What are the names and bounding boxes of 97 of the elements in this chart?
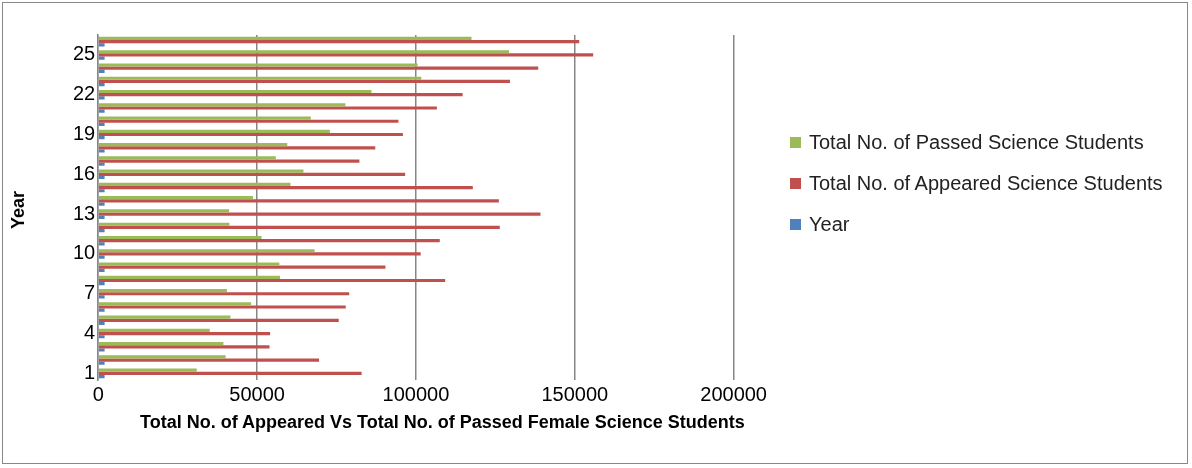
- bar: [99, 146, 376, 150]
- bar: [99, 169, 304, 173]
- bar: [99, 116, 311, 120]
- bar: [99, 69, 105, 73]
- bar: [99, 119, 399, 123]
- bar: [99, 162, 105, 166]
- bar: [99, 328, 210, 332]
- bar: [99, 355, 226, 359]
- bar: [99, 186, 473, 190]
- bar: [99, 371, 362, 375]
- bar: [99, 172, 406, 176]
- legend-label: Total No. of Passed Science Students: [809, 130, 1144, 155]
- bar: [99, 175, 105, 180]
- bar: [99, 275, 280, 279]
- bar: [99, 295, 105, 299]
- y-tick-label: 1: [84, 360, 96, 383]
- bar: [99, 239, 440, 243]
- x-tick-label: 150000: [541, 382, 609, 405]
- bar: [99, 76, 422, 80]
- bar: [99, 109, 105, 113]
- bar: [99, 265, 386, 269]
- bar: [99, 56, 105, 60]
- bar: [99, 252, 421, 256]
- bar: [99, 249, 315, 253]
- y-tick-label: 16: [73, 161, 96, 184]
- bar: [99, 345, 270, 349]
- bar: [99, 106, 437, 110]
- bar: [99, 149, 105, 153]
- y-tick-label: 4: [84, 321, 96, 344]
- bar: [99, 43, 105, 47]
- bar: [99, 83, 105, 87]
- bar: [99, 136, 105, 140]
- x-tick-label: 0: [92, 382, 104, 405]
- bar: [99, 321, 105, 326]
- bar: [99, 96, 105, 100]
- bar: [99, 196, 253, 200]
- y-tick-label: 19: [73, 122, 96, 145]
- x-tick-label: 200000: [700, 382, 768, 405]
- bar: [99, 103, 346, 107]
- bar: [99, 122, 105, 127]
- bar: [99, 199, 499, 203]
- bar: [99, 305, 346, 309]
- bar: [99, 215, 105, 219]
- bar: [99, 202, 105, 206]
- bar: [99, 143, 288, 147]
- bar: [99, 361, 105, 365]
- bar: [99, 132, 403, 137]
- bar: [99, 318, 339, 322]
- bar: [99, 40, 580, 44]
- bar: [99, 331, 271, 336]
- y-tick-label: 22: [73, 82, 96, 105]
- x-tick-label: 100000: [382, 382, 450, 405]
- bar: [99, 36, 472, 41]
- bar: [99, 335, 105, 339]
- bar: [99, 229, 105, 233]
- bar: [99, 288, 227, 293]
- bar: [99, 222, 230, 226]
- bar: [99, 50, 510, 54]
- bar: [99, 342, 224, 346]
- bar: [99, 348, 105, 352]
- bar: [99, 235, 262, 240]
- y-tick-label: 13: [73, 201, 96, 224]
- x-tick-label: 50000: [229, 382, 285, 405]
- bar: [99, 66, 539, 70]
- bar: [99, 225, 500, 229]
- bar: [99, 63, 418, 67]
- bar: [99, 79, 510, 84]
- x-axis-title: Total No. of Appeared Vs Total No. of Passed Female Science Students: [140, 412, 745, 433]
- legend-label: Total No. of Appeared Science Students: [809, 171, 1163, 196]
- bar: [99, 255, 105, 259]
- y-tick-label: 10: [73, 241, 96, 264]
- y-axis-title: Year: [7, 190, 29, 230]
- bar: [99, 315, 231, 319]
- bar: [99, 302, 252, 306]
- bar: [99, 278, 446, 283]
- bar: [99, 262, 280, 266]
- y-tick-label: 25: [73, 42, 96, 65]
- bar: [99, 159, 360, 163]
- y-tick-label: 7: [84, 281, 96, 304]
- bar: [99, 209, 230, 213]
- bar: [99, 89, 372, 94]
- bar: [99, 189, 105, 193]
- bar: [99, 308, 105, 312]
- bar: [99, 129, 330, 133]
- bar: [99, 93, 463, 97]
- legend-label: Year: [809, 212, 850, 237]
- bar: [99, 212, 541, 216]
- bar: [99, 282, 105, 286]
- bar: [99, 358, 320, 362]
- bar: [99, 156, 276, 160]
- bar: [99, 53, 594, 57]
- bar: [99, 374, 105, 379]
- bar: [99, 268, 105, 272]
- bar: [99, 182, 291, 186]
- bar: [99, 242, 105, 246]
- bar: [99, 292, 350, 296]
- bar: [99, 368, 197, 372]
